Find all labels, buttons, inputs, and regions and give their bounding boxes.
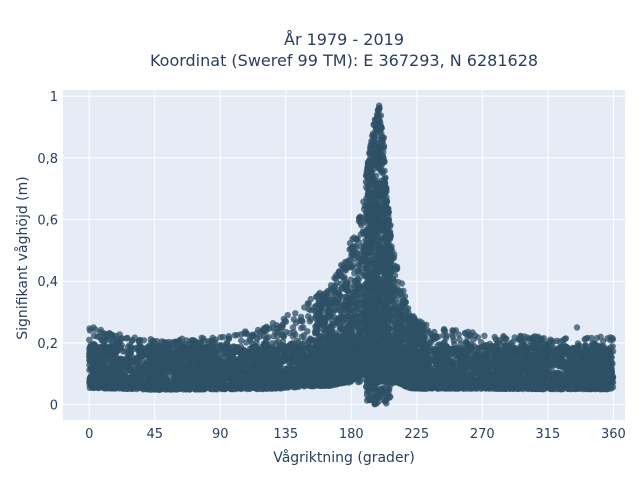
data-point — [398, 302, 405, 309]
data-point — [449, 333, 457, 341]
data-point — [547, 336, 554, 343]
data-point — [314, 338, 322, 345]
data-point — [442, 334, 450, 342]
data-point — [355, 270, 362, 277]
data-point — [176, 336, 183, 344]
data-point — [304, 328, 311, 335]
data-point — [352, 236, 360, 243]
data-point — [588, 334, 595, 342]
data-point — [391, 272, 399, 279]
data-point — [399, 318, 406, 325]
data-point — [540, 335, 547, 342]
data-point — [298, 324, 305, 332]
data-point — [394, 278, 402, 286]
data-point — [233, 331, 240, 339]
data-point — [338, 261, 345, 269]
data-point — [402, 328, 409, 336]
data-point — [327, 334, 335, 341]
data-point — [97, 383, 105, 391]
data-point — [397, 288, 404, 295]
data-point — [276, 323, 283, 331]
data-point — [218, 385, 226, 393]
data-point — [320, 333, 327, 341]
data-point — [335, 320, 343, 327]
data-point — [340, 311, 347, 318]
data-point — [286, 329, 293, 337]
data-point — [209, 334, 216, 341]
data-point — [136, 337, 143, 344]
data-point — [333, 334, 340, 342]
data-point — [401, 293, 409, 300]
data-point — [289, 324, 297, 331]
data-point — [398, 337, 405, 344]
data-point — [340, 301, 348, 309]
data-point — [550, 385, 558, 393]
data-point — [292, 331, 299, 338]
data-point — [306, 318, 313, 325]
data-point — [394, 322, 402, 329]
data-point — [455, 331, 462, 338]
data-point — [133, 385, 140, 393]
data-point — [609, 335, 616, 342]
data-point — [313, 322, 320, 330]
data-point — [561, 335, 569, 342]
data-point — [290, 316, 297, 323]
data-point — [238, 337, 245, 344]
data-point — [188, 337, 196, 344]
data-point — [311, 307, 318, 314]
data-point — [441, 326, 448, 333]
data-point — [98, 337, 106, 344]
data-point — [305, 306, 312, 313]
data-point — [292, 310, 299, 317]
data-point — [342, 326, 349, 333]
data-point — [298, 333, 305, 340]
data-point — [456, 336, 463, 343]
data-point — [331, 314, 338, 321]
data-point — [430, 336, 437, 343]
data-point — [297, 313, 305, 321]
data-point — [129, 336, 136, 344]
chart-title-line-1: År 1979 - 2019 — [284, 30, 404, 49]
data-point — [120, 384, 128, 391]
data-point — [593, 334, 600, 342]
data-point — [431, 328, 438, 336]
data-point — [220, 333, 227, 341]
data-point — [582, 335, 590, 342]
data-points — [86, 102, 617, 408]
data-point — [481, 332, 488, 339]
data-point — [250, 333, 257, 340]
data-point — [357, 258, 365, 266]
data-point — [348, 326, 355, 333]
data-point — [357, 218, 364, 225]
chart-title-line-2: Koordinat (Sweref 99 TM): E 367293, N 62… — [150, 51, 538, 70]
data-point — [284, 311, 291, 319]
data-point — [317, 304, 324, 311]
data-point — [414, 321, 422, 328]
data-point — [305, 300, 312, 307]
data-point — [341, 276, 348, 283]
data-point — [469, 329, 476, 336]
